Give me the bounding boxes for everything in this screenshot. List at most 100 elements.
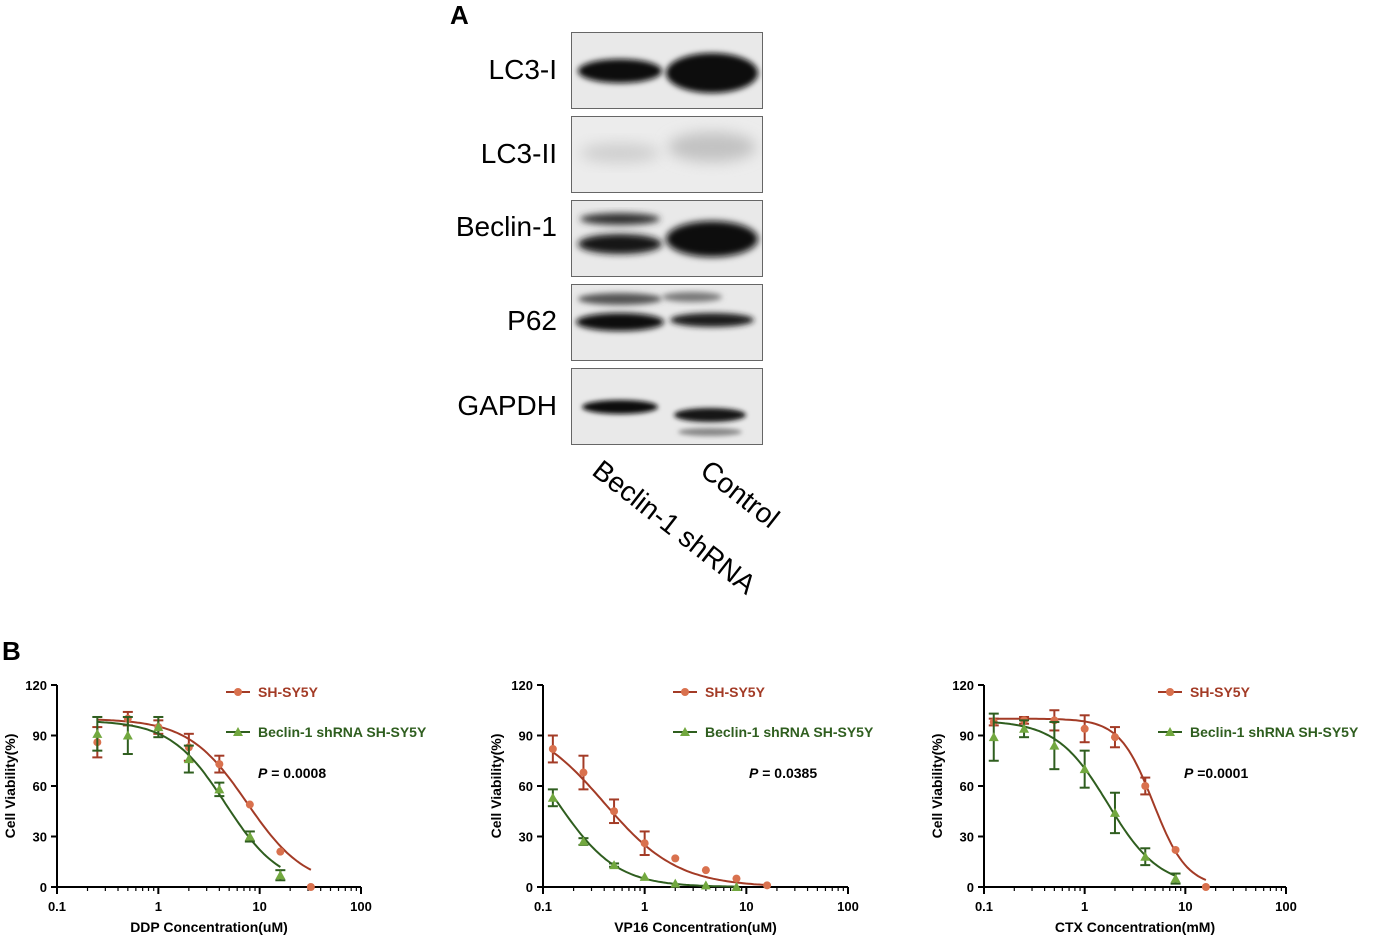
legend-marker xyxy=(1166,688,1174,696)
legend-marker xyxy=(681,688,689,696)
data-point-beclin-1-shrna xyxy=(153,722,164,732)
x-axis-label: DDP Concentration(uM) xyxy=(130,919,288,935)
x-tick-label: 1 xyxy=(155,899,162,914)
y-tick-label: 30 xyxy=(33,830,47,845)
y-tick-label: 60 xyxy=(519,779,533,794)
band-label-lc3-i: LC3-I xyxy=(488,54,557,85)
y-axis-label: Cell Viability(%) xyxy=(488,734,504,839)
data-point-beclin-1-shrna xyxy=(214,784,225,794)
y-tick-label: 120 xyxy=(511,678,533,693)
data-point-beclin-1-shrna xyxy=(244,831,255,841)
panel-b-letter: B xyxy=(2,636,21,666)
x-tick-label: 100 xyxy=(350,899,372,914)
data-point-beclin-1-shrna xyxy=(700,880,711,890)
data-point-sh-sy5y xyxy=(1080,724,1089,733)
legend-entry-sh-sy5y: SH-SY5Y xyxy=(226,684,319,700)
y-axis-label: Cell Viability(%) xyxy=(2,734,18,839)
blot-strip-p62 xyxy=(571,284,763,361)
data-point-sh-sy5y xyxy=(1201,883,1210,891)
band-label-beclin-1: Beclin-1 xyxy=(455,211,557,242)
panel-a-letter: A xyxy=(450,0,469,30)
y-tick-label: 120 xyxy=(952,678,974,693)
ddp-viability-chart: 0 30 60 90 120 0.1 1 10 100 DDP Concentration(uM)… xyxy=(2,678,427,935)
x-tick-label: 10 xyxy=(1178,899,1192,914)
y-tick-label: 60 xyxy=(33,779,47,794)
y-tick-label: 30 xyxy=(960,830,974,845)
blot-image-p62 xyxy=(576,292,754,331)
p-value-annotation: P =0.0001 xyxy=(1184,765,1248,781)
y-tick-label: 90 xyxy=(960,729,974,744)
legend-label: Beclin-1 shRNA SH-SY5Y xyxy=(258,724,427,740)
data-point-beclin-1-shrna xyxy=(578,836,589,846)
data-point-beclin-1-shrna xyxy=(122,730,133,740)
data-point-sh-sy5y xyxy=(610,807,619,816)
data-point-beclin-1-shrna xyxy=(670,878,681,888)
legend-marker xyxy=(234,688,242,696)
data-point-sh-sy5y xyxy=(1110,733,1119,742)
legend-label: Beclin-1 shRNA SH-SY5Y xyxy=(1190,724,1359,740)
legend-label: SH-SY5Y xyxy=(1190,684,1251,700)
data-point-sh-sy5y xyxy=(548,744,557,753)
legend-label: Beclin-1 shRNA SH-SY5Y xyxy=(705,724,874,740)
ctx-viability-chart: 0 30 60 90 120 0.1 1 10 100 CTX Concentration(mM)… xyxy=(929,678,1359,935)
data-point-sh-sy5y xyxy=(640,839,649,848)
y-tick-label: 30 xyxy=(519,830,533,845)
x-tick-label: 10 xyxy=(252,899,266,914)
legend-entry-beclin-1-shrna: Beclin-1 shRNA SH-SY5Y xyxy=(226,724,427,740)
data-point-sh-sy5y xyxy=(1141,782,1150,790)
data-point-sh-sy5y xyxy=(701,866,710,875)
data-point-sh-sy5y xyxy=(579,768,588,777)
legend-marker xyxy=(1165,727,1175,736)
data-point-beclin-1-shrna xyxy=(1109,807,1120,817)
lane-label-control: Control xyxy=(694,454,786,535)
legend-label: SH-SY5Y xyxy=(705,684,766,700)
blot-image-lc3-ii xyxy=(580,132,756,163)
data-point-beclin-1-shrna xyxy=(609,860,620,870)
blot-image-beclin-1 xyxy=(578,213,758,257)
band-label-gapdh: GAPDH xyxy=(457,390,557,421)
blot-strip-beclin-1 xyxy=(571,200,763,277)
y-tick-label: 60 xyxy=(960,779,974,794)
x-tick-label: 100 xyxy=(837,899,859,914)
data-point-sh-sy5y xyxy=(671,854,680,863)
data-point-beclin-1-shrna xyxy=(988,732,999,742)
x-tick-label: 100 xyxy=(1275,899,1297,914)
data-point-sh-sy5y xyxy=(732,874,741,883)
x-tick-label: 10 xyxy=(739,899,753,914)
y-tick-label: 120 xyxy=(25,678,47,693)
data-point-beclin-1-shrna xyxy=(639,871,650,881)
fit-curve-sh-sy5y xyxy=(993,717,1207,881)
y-tick-label: 0 xyxy=(40,880,47,895)
blot-strip-lc3-ii xyxy=(571,116,763,193)
data-point-beclin-1-shrna xyxy=(731,882,742,891)
data-point-sh-sy5y xyxy=(245,800,254,809)
data-point-sh-sy5y xyxy=(306,883,315,891)
vp16-viability-chart: 0 30 60 90 120 0.1 1 10 100 VP16 Concentration(uM… xyxy=(488,678,874,935)
data-point-beclin-1-shrna xyxy=(547,792,558,802)
data-point-sh-sy5y xyxy=(215,760,224,769)
blot-strip-lc3-i xyxy=(571,32,763,109)
legend-entry-sh-sy5y: SH-SY5Y xyxy=(1158,684,1251,700)
data-point-beclin-1-shrna xyxy=(1079,764,1090,774)
x-axis-label: CTX Concentration(mM) xyxy=(1055,919,1215,935)
y-tick-label: 0 xyxy=(526,880,533,895)
p-value-annotation: P = 0.0385 xyxy=(749,765,817,781)
x-tick-label: 0.1 xyxy=(975,899,993,914)
data-point-sh-sy5y xyxy=(276,847,285,856)
data-point-beclin-1-shrna xyxy=(1140,851,1151,861)
data-point-beclin-1-shrna xyxy=(183,754,194,764)
data-point-beclin-1-shrna xyxy=(275,870,286,880)
p-value-annotation: P = 0.0008 xyxy=(258,765,326,781)
legend-entry-sh-sy5y: SH-SY5Y xyxy=(673,684,766,700)
legend-marker xyxy=(680,727,690,736)
y-tick-label: 0 xyxy=(967,880,974,895)
blot-image-gapdh xyxy=(582,400,746,436)
x-tick-label: 0.1 xyxy=(48,899,66,914)
x-tick-label: 1 xyxy=(641,899,648,914)
band-label-lc3-ii: LC3-II xyxy=(480,138,557,169)
band-label-p62: P62 xyxy=(507,305,557,336)
y-axis-label: Cell Viability(%) xyxy=(929,734,945,839)
y-tick-label: 90 xyxy=(519,729,533,744)
legend-marker xyxy=(233,727,243,736)
blot-image-lc3-i xyxy=(578,53,758,93)
